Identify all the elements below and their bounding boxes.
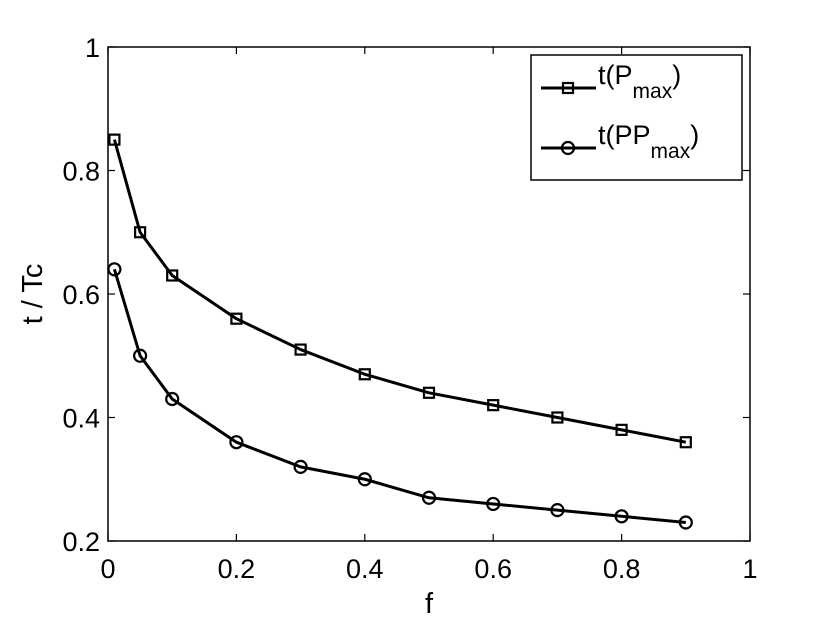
legend-marker bbox=[561, 81, 575, 95]
series-2 bbox=[107, 262, 693, 530]
x-axis-label: f bbox=[425, 588, 434, 620]
series-line bbox=[112, 268, 686, 524]
x-tick-label: 0.6 bbox=[474, 554, 512, 584]
y-axis-label: t / Tc bbox=[17, 264, 49, 325]
data-point-marker bbox=[615, 423, 628, 436]
data-point-marker bbox=[108, 133, 121, 146]
legend-label: t(Pmax) bbox=[598, 60, 681, 103]
legend-box bbox=[530, 54, 743, 181]
y-tick-label: 0.2 bbox=[62, 527, 100, 557]
data-point-marker bbox=[421, 490, 437, 505]
data-point-marker bbox=[166, 269, 179, 282]
legend-marker bbox=[560, 140, 576, 156]
data-point-marker bbox=[358, 368, 371, 381]
data-point-marker bbox=[229, 435, 244, 450]
data-point-marker bbox=[550, 503, 565, 518]
x-tick-label: 0.2 bbox=[218, 554, 256, 584]
data-point-marker bbox=[357, 472, 372, 487]
data-point-marker bbox=[230, 312, 243, 325]
y-tick-label: 0.8 bbox=[62, 157, 100, 187]
data-point-marker bbox=[133, 348, 148, 363]
legend-label: t(PPmax) bbox=[598, 120, 699, 163]
legend: t(Pmax) t(PPmax) bbox=[530, 54, 743, 181]
y-tick-label: 0.6 bbox=[62, 280, 100, 310]
series-layer bbox=[107, 133, 693, 530]
data-point-marker bbox=[678, 515, 693, 530]
data-point-marker bbox=[422, 386, 436, 399]
data-point-marker bbox=[614, 509, 629, 524]
legend-entry: t(PPmax) bbox=[541, 120, 699, 163]
data-point-marker bbox=[551, 411, 564, 424]
x-tick-label: 0.4 bbox=[346, 554, 384, 584]
data-point-marker bbox=[134, 226, 147, 239]
data-point-marker bbox=[679, 436, 692, 449]
legend-items: t(Pmax) t(PPmax) bbox=[541, 60, 699, 163]
x-tick-label: 0.8 bbox=[603, 554, 641, 584]
data-point-marker bbox=[165, 391, 180, 407]
y-tick-label: 1 bbox=[85, 33, 100, 63]
plot-frame bbox=[107, 46, 751, 542]
series-line bbox=[112, 139, 687, 444]
tick-labels: 0 0.2 0.4 0.6 0.8 10.20.40.60.81 bbox=[62, 33, 757, 584]
data-point-marker bbox=[487, 399, 500, 412]
x-tick-label: 1 bbox=[742, 554, 757, 584]
data-point-marker bbox=[486, 496, 501, 512]
y-tick-label: 0.4 bbox=[62, 404, 100, 434]
data-point-marker bbox=[294, 343, 307, 356]
x-tick-label: 0 bbox=[100, 554, 115, 584]
series-1 bbox=[108, 133, 692, 449]
data-point-marker bbox=[293, 459, 308, 474]
legend-entry: t(Pmax) bbox=[541, 60, 681, 103]
